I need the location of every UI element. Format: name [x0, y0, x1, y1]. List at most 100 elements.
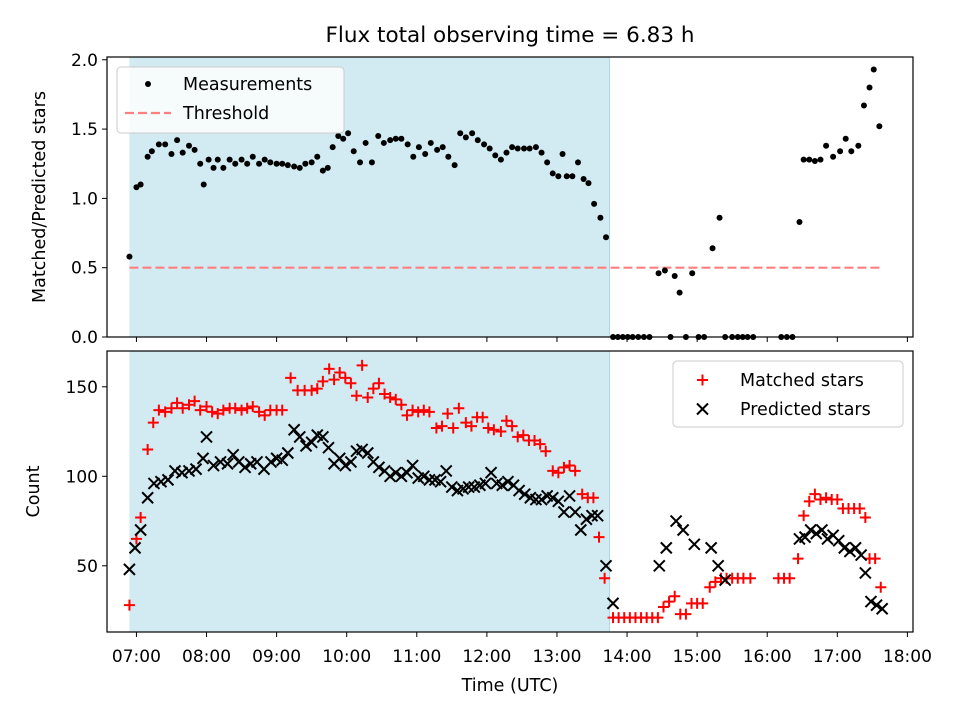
data-point	[134, 523, 147, 537]
data-point	[249, 153, 256, 160]
data-point	[711, 559, 725, 572]
series-matched-stars	[123, 359, 887, 624]
data-point	[546, 491, 559, 504]
data-point	[141, 491, 154, 504]
data-point	[287, 423, 301, 436]
data-point	[335, 133, 342, 140]
data-point	[168, 151, 175, 158]
data-point	[324, 164, 331, 171]
data-point	[165, 402, 177, 414]
data-point	[361, 446, 374, 460]
data-point	[859, 566, 872, 580]
legend: Matched stars Predicted stars	[672, 360, 904, 428]
data-point	[704, 541, 718, 555]
data-point	[238, 461, 252, 474]
data-point	[558, 461, 570, 473]
data-point	[838, 541, 851, 555]
data-point	[512, 431, 524, 443]
y-tick-label: 2.0	[71, 51, 98, 71]
data-point	[849, 541, 862, 555]
data-point	[159, 406, 171, 418]
data-point	[501, 475, 515, 488]
x-tick-label: 09:00	[252, 647, 301, 667]
data-point	[538, 149, 545, 156]
data-point	[660, 541, 673, 555]
data-point	[182, 464, 196, 478]
data-point	[201, 400, 213, 412]
data-point	[296, 164, 303, 171]
data-point	[532, 144, 539, 151]
data-point	[569, 173, 576, 180]
data-point	[276, 404, 288, 416]
x-tick-label: 13:00	[532, 647, 581, 667]
data-point	[860, 102, 867, 109]
chart-title: Flux total observing time = 6.83 h	[326, 23, 695, 48]
data-point	[500, 415, 512, 427]
data-point	[368, 159, 375, 166]
legend-label-predicted: Predicted stars	[740, 400, 871, 420]
data-point	[291, 163, 298, 170]
data-point	[704, 581, 716, 593]
data-point	[870, 66, 877, 73]
data-point	[474, 137, 481, 144]
data-point	[267, 159, 274, 166]
data-point	[564, 460, 576, 472]
data-point	[574, 159, 581, 166]
data-point	[559, 151, 566, 158]
legend-label-matched: Matched stars	[740, 371, 864, 391]
data-point	[869, 553, 881, 565]
data-point	[177, 402, 189, 414]
data-point	[864, 595, 878, 608]
y-tick-label: 50	[76, 557, 98, 577]
ratio-panel: 0.0 0.5 1.0 1.5 2.0 Matched/Predicted stars Me…	[30, 51, 914, 348]
data-point	[355, 443, 369, 456]
data-point	[384, 392, 396, 404]
data-point	[688, 538, 701, 551]
y-tick-label: 1.5	[71, 120, 98, 140]
data-point	[293, 430, 306, 444]
data-point	[415, 144, 422, 151]
data-point	[486, 145, 493, 152]
data-point	[404, 141, 411, 148]
series-predicted-stars	[123, 423, 889, 615]
data-point	[580, 175, 587, 182]
data-point	[207, 459, 220, 472]
data-point	[457, 130, 464, 137]
data-point	[135, 511, 147, 523]
data-point	[842, 135, 849, 142]
data-point	[123, 599, 135, 611]
data-point	[142, 443, 154, 455]
data-point	[226, 156, 233, 163]
data-point	[126, 253, 133, 260]
data-point	[264, 455, 278, 469]
data-point	[179, 149, 186, 156]
data-point	[398, 135, 405, 142]
data-point	[809, 488, 821, 500]
data-point	[339, 459, 352, 472]
data-point	[144, 153, 151, 160]
data-point	[316, 430, 330, 444]
data-point	[830, 153, 837, 160]
y-tick-label: 0.0	[71, 328, 98, 348]
data-point	[484, 466, 498, 479]
data-point	[671, 273, 678, 280]
data-point	[462, 134, 469, 141]
data-point	[299, 439, 313, 453]
data-point	[401, 409, 413, 421]
data-point	[821, 532, 834, 546]
data-point	[697, 597, 709, 609]
data-point	[392, 135, 399, 142]
data-point	[784, 572, 796, 584]
data-point	[387, 137, 394, 144]
data-point	[509, 144, 516, 151]
data-point	[147, 477, 161, 490]
data-point	[412, 406, 424, 418]
axes-frame	[106, 56, 914, 338]
data-point	[322, 441, 335, 454]
legend-box	[672, 360, 904, 428]
data-point	[599, 559, 613, 572]
data-point	[154, 475, 168, 488]
axes-frame	[106, 350, 914, 633]
data-point	[496, 479, 509, 492]
data-point	[302, 160, 309, 167]
